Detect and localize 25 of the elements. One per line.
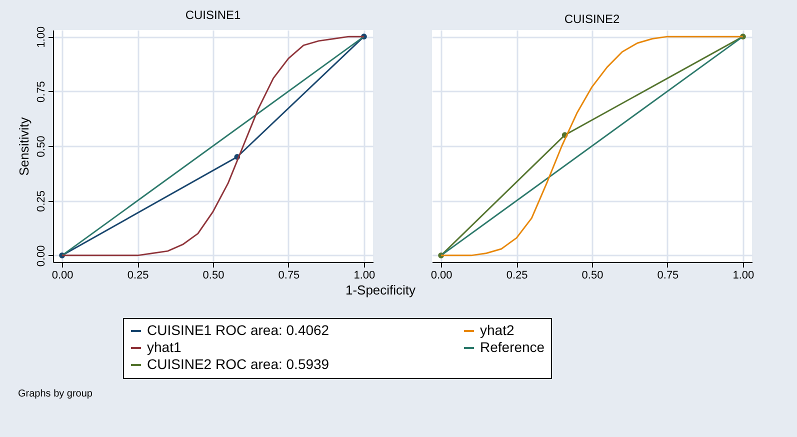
x-tick-label: 0.50	[582, 270, 604, 282]
x-tick-label: 0.25	[127, 270, 149, 282]
y-tick-label: 1.00	[36, 26, 48, 48]
legend-label: CUISINE2 ROC area: 0.5939	[147, 356, 330, 372]
chart-title: CUISINE1	[185, 8, 241, 22]
x-tick-label: 0.25	[506, 270, 528, 282]
x-tick-label: 0.75	[657, 270, 679, 282]
y-tick-label: 0.50	[36, 136, 48, 158]
legend-label: yhat2	[480, 322, 514, 338]
legend-label: Reference	[480, 339, 545, 355]
x-tick-label: 0.00	[52, 270, 74, 282]
x-axis-title: 1-Specificity	[345, 282, 416, 298]
x-tick-label: 0.50	[202, 270, 224, 282]
x-tick-label: 0.00	[430, 270, 452, 282]
y-tick-label: 0.25	[36, 190, 48, 212]
y-tick-label: 0.75	[36, 81, 48, 102]
y-tick-label: 0.00	[36, 245, 48, 267]
legend-label: yhat1	[147, 339, 182, 355]
x-tick-label: 1.00	[732, 270, 754, 282]
legend-label: CUISINE1 ROC area: 0.4062	[147, 322, 330, 338]
x-tick-label: 1.00	[354, 270, 376, 282]
x-tick-label: 0.75	[278, 270, 300, 282]
text: Graphs by group	[18, 388, 93, 400]
y-axis-title: Sensitivity	[16, 116, 32, 176]
chart-title: CUISINE2	[564, 12, 620, 26]
